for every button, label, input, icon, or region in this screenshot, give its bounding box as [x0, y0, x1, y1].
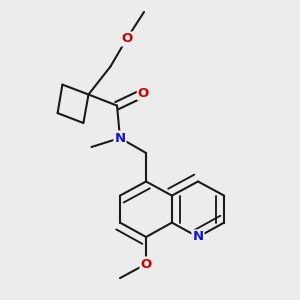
- Text: N: N: [192, 230, 204, 244]
- Text: O: O: [121, 32, 132, 46]
- Text: N: N: [114, 131, 126, 145]
- Text: O: O: [140, 257, 152, 271]
- Text: O: O: [138, 86, 149, 100]
